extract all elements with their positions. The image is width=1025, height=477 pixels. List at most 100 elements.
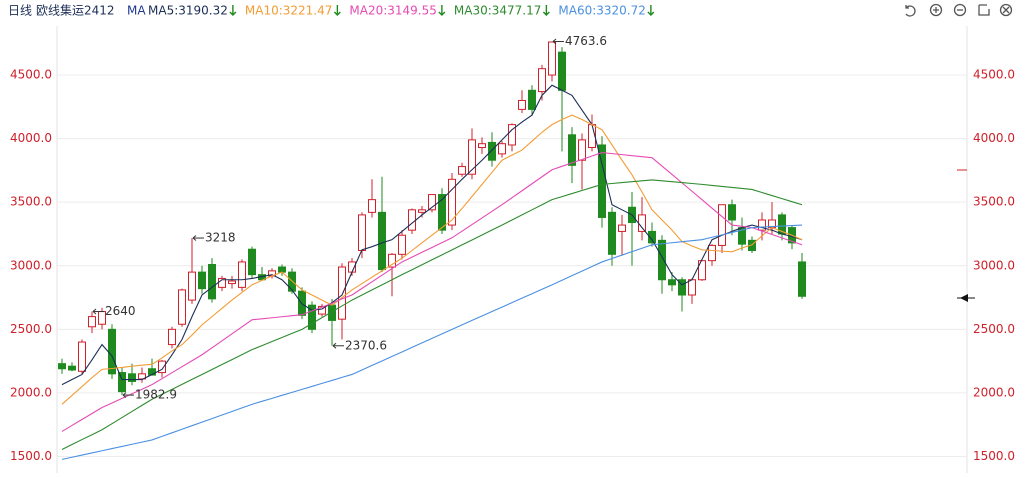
candle-body <box>318 305 326 315</box>
candle-body <box>168 328 176 346</box>
candle-body <box>368 199 376 213</box>
candle-body <box>538 68 546 93</box>
legend-arrow <box>333 5 341 16</box>
candle-body <box>198 271 206 290</box>
candle-body <box>138 373 146 380</box>
y-tick-label: 4000.0 <box>10 131 52 145</box>
candle-body <box>158 360 166 374</box>
candle-body <box>148 368 156 376</box>
undo-button[interactable] <box>905 5 916 17</box>
candle-body <box>248 248 256 276</box>
legend-entry: MA5:3190.32 <box>148 4 228 18</box>
annotation: 4763.6 <box>565 34 607 48</box>
candle-body <box>718 204 726 246</box>
candle-body <box>188 271 196 301</box>
candle-body <box>528 89 536 110</box>
candle-body <box>338 266 346 320</box>
y-tick-label: 4500.0 <box>10 68 52 82</box>
candle-body <box>498 143 506 155</box>
ma-line <box>61 114 803 405</box>
candle-body <box>178 289 186 325</box>
legend-entry: MA10:3221.47 <box>245 4 333 18</box>
legend-entry: MA30:3477.17 <box>454 4 542 18</box>
candle-body <box>558 51 566 91</box>
y-tick-label: 2500.0 <box>10 322 52 336</box>
candle-body <box>108 328 116 375</box>
y-tick-label: 1500.0 <box>10 449 52 463</box>
annotation-arrowhead <box>122 392 127 398</box>
zoom-out-button[interactable] <box>953 3 967 17</box>
candle-body <box>238 261 246 288</box>
y-tick-label: 2000.0 <box>10 385 52 399</box>
ma-line <box>61 152 803 432</box>
y2-tick-label: 2500.0 <box>973 322 1015 336</box>
ma-line <box>61 179 803 450</box>
candle-body <box>758 219 766 231</box>
y2-tick-label: 4000.0 <box>973 131 1015 145</box>
y2-tick-label: 3500.0 <box>973 195 1015 209</box>
candle-body <box>648 230 656 244</box>
indicator: MA <box>127 4 146 18</box>
candle-body <box>598 144 606 218</box>
candle-body <box>518 99 526 110</box>
annotation: 3218 <box>205 231 236 245</box>
candle-body <box>678 279 686 296</box>
candle-body <box>228 280 236 285</box>
ma-line <box>61 224 803 460</box>
zoom-in-button[interactable] <box>929 3 943 17</box>
candle-body <box>508 124 516 146</box>
candle-body <box>638 214 646 232</box>
candle-body <box>418 209 426 213</box>
legend-arrow <box>229 5 237 16</box>
y-tick-label: 3000.0 <box>10 258 52 272</box>
candle-body <box>608 211 616 255</box>
candle-body <box>208 263 216 300</box>
candle-body <box>478 143 486 149</box>
annotation: 2370.6 <box>345 338 387 352</box>
close-icon <box>1002 6 1010 14</box>
annotation: 2640 <box>105 304 136 318</box>
candle-body <box>798 261 806 297</box>
annotation: 1982.9 <box>135 388 177 402</box>
y2-tick-label: 4500.0 <box>973 68 1015 82</box>
legend-arrow <box>438 5 446 16</box>
header: 日线 欧线集运2412 MA MA5:3190.32 MA10:3221.47 MA… <box>8 3 655 18</box>
candle-body <box>668 279 676 286</box>
candle-body <box>388 253 396 268</box>
candle-body <box>278 266 286 273</box>
legend-entry: MA20:3149.55 <box>349 4 437 18</box>
y2-tick-label: 3000.0 <box>973 258 1015 272</box>
candle-body <box>488 141 496 161</box>
candle-body <box>128 373 136 382</box>
candle-body <box>358 214 366 251</box>
symbol-title: 欧线集运2412 <box>36 3 115 18</box>
zoom-in-icon <box>933 7 939 13</box>
candle-body <box>568 134 576 166</box>
fullscreen-button[interactable] <box>978 4 990 16</box>
candle-body <box>618 224 626 232</box>
y-tick-label: 3500.0 <box>10 195 52 209</box>
candle-body <box>448 178 456 226</box>
toolbar <box>905 3 1013 17</box>
candle-body <box>728 204 736 221</box>
annotation-arrowhead <box>552 38 557 45</box>
candle-body <box>428 194 436 211</box>
candle-body <box>118 372 126 393</box>
candle-body <box>58 363 66 370</box>
candle-body <box>308 304 316 330</box>
candle-body <box>68 365 76 371</box>
legend-entry: MA60:3320.72 <box>558 4 646 18</box>
close-button[interactable] <box>999 3 1013 17</box>
candle-body <box>708 244 716 262</box>
candle-body <box>578 139 586 161</box>
candle-body <box>698 260 706 281</box>
candle-body <box>458 166 466 175</box>
candle-body <box>468 139 476 175</box>
candle-body <box>88 316 96 328</box>
ma-line <box>61 84 803 386</box>
annotation-arrowhead <box>92 308 97 315</box>
candle-body <box>398 234 406 255</box>
y2-tick-label: 1500.0 <box>973 449 1015 463</box>
candle-body <box>688 279 696 296</box>
